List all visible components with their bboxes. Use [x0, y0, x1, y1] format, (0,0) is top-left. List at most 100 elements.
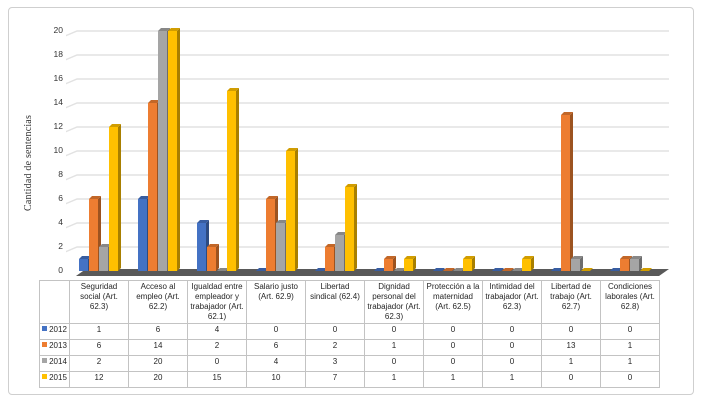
y-tick-label: 20: [53, 25, 63, 35]
bar-side-face: [295, 148, 298, 271]
bar-side-face: [472, 256, 475, 271]
bar-side-face: [531, 256, 534, 271]
value-cell: 0: [541, 371, 601, 388]
bar: [630, 259, 639, 271]
value-cell: 0: [541, 323, 601, 340]
value-cell: 6: [128, 323, 188, 340]
bar-zero-marker: [512, 268, 524, 271]
y-tick-label: 4: [58, 217, 63, 227]
category-header-cell: Libertad de trabajo (Art. 62.7): [541, 280, 601, 324]
value-cell: 12: [69, 371, 129, 388]
category-header-cell: Protección a la maternidad (Art. 62.5): [423, 280, 483, 324]
bar: [148, 103, 157, 271]
gridline: [66, 150, 669, 157]
chart-data-table: Seguridad social (Art. 62.3) Acceso al em…: [39, 280, 660, 388]
value-cell: 1: [600, 355, 660, 372]
bar: [286, 151, 295, 271]
value-cell: 14: [128, 339, 188, 356]
legend-swatch-icon: [42, 342, 48, 348]
series-year-label: 2015: [49, 373, 67, 382]
bar: [207, 247, 216, 271]
y-tick-label: 10: [53, 145, 63, 155]
category-header-cell: Intimidad del trabajador (Art. 62.3): [482, 280, 542, 324]
value-cell: 2: [305, 339, 365, 356]
value-cell: 6: [246, 339, 306, 356]
y-tick-label: 0: [58, 265, 63, 275]
bar: [522, 259, 531, 271]
bar-zero-marker: [581, 268, 593, 271]
value-cell: 1: [69, 323, 129, 340]
value-cell: 1: [364, 371, 424, 388]
y-tick-label: 2: [58, 241, 63, 251]
value-cell: 1: [541, 355, 601, 372]
value-cell: 13: [541, 339, 601, 356]
y-tick-label: 6: [58, 193, 63, 203]
gridline: [66, 174, 669, 181]
gridline: [66, 102, 669, 109]
bar: [197, 223, 206, 271]
bar-top-face: [138, 196, 150, 199]
bar: [138, 199, 147, 271]
bar-side-face: [639, 256, 642, 271]
bar: [620, 259, 629, 271]
value-cell: 0: [600, 323, 660, 340]
legend-swatch-icon: [42, 374, 48, 380]
bar: [345, 187, 354, 271]
table-row: 2012 1 6 4 0 0 0 0 0 0 0: [39, 323, 660, 340]
value-cell: 6: [69, 339, 129, 356]
category-header-cell: Condiciones laborales (Art. 62.8): [600, 280, 660, 324]
value-cell: 7: [305, 371, 365, 388]
table-row: 2014 2 20 0 4 3 0 0 0 1 1: [39, 355, 660, 372]
bar-top-face: [630, 256, 642, 259]
value-cell: 2: [187, 339, 247, 356]
y-tick-label: 8: [58, 169, 63, 179]
series-year-label: 2013: [49, 341, 67, 350]
category-header-cell: Salario justo (Art. 62.9): [246, 280, 306, 324]
table-row: 2015 12 20 15 10 7 1 1 1 0 0: [39, 371, 660, 388]
bar-top-face: [89, 196, 101, 199]
table-row: 2013 6 14 2 6 2 1 0 0 13 1: [39, 339, 660, 356]
bar: [89, 199, 98, 271]
value-cell: 0: [305, 323, 365, 340]
gridline: [66, 222, 669, 229]
value-cell: 0: [246, 323, 306, 340]
value-cell: 15: [187, 371, 247, 388]
bar: [571, 259, 580, 271]
bar-side-face: [118, 124, 121, 271]
bar-top-face: [227, 88, 239, 91]
bar-top-face: [384, 256, 396, 259]
bar-top-face: [207, 244, 219, 247]
gridline: [66, 126, 669, 133]
series-legend-cell: 2015: [39, 371, 70, 388]
bar-zero-marker: [256, 268, 268, 271]
bar: [335, 235, 344, 271]
value-cell: 10: [246, 371, 306, 388]
gridline: [66, 30, 669, 37]
bar-side-face: [177, 28, 180, 271]
series-legend-cell: 2013: [39, 339, 70, 356]
table-corner-cell: [39, 280, 70, 324]
bar-side-face: [393, 256, 396, 271]
bar: [404, 259, 413, 271]
value-cell: 0: [423, 339, 483, 356]
category-header-cell: Dignidad personal del trabajador (Art. 6…: [364, 280, 424, 324]
bar: [463, 259, 472, 271]
gridline: [66, 54, 669, 61]
y-tick-label: 14: [53, 97, 63, 107]
value-cell: 0: [482, 323, 542, 340]
bar-top-face: [158, 28, 170, 31]
category-header-cell: Libertad sindical (62.4): [305, 280, 365, 324]
bar-top-face: [109, 124, 121, 127]
bar: [266, 199, 275, 271]
chart-frame[interactable]: Cantidad de sentencias 0 2 4 6 8 10 12 14 16 18 20…: [8, 7, 694, 395]
bar-zero-marker: [374, 268, 386, 271]
value-cell: 0: [600, 371, 660, 388]
value-cell: 1: [482, 371, 542, 388]
value-cell: 0: [423, 355, 483, 372]
plot-area: [66, 28, 669, 276]
value-cell: 4: [246, 355, 306, 372]
bar-zero-marker: [443, 268, 455, 271]
value-cell: 0: [364, 323, 424, 340]
value-cell: 1: [364, 339, 424, 356]
